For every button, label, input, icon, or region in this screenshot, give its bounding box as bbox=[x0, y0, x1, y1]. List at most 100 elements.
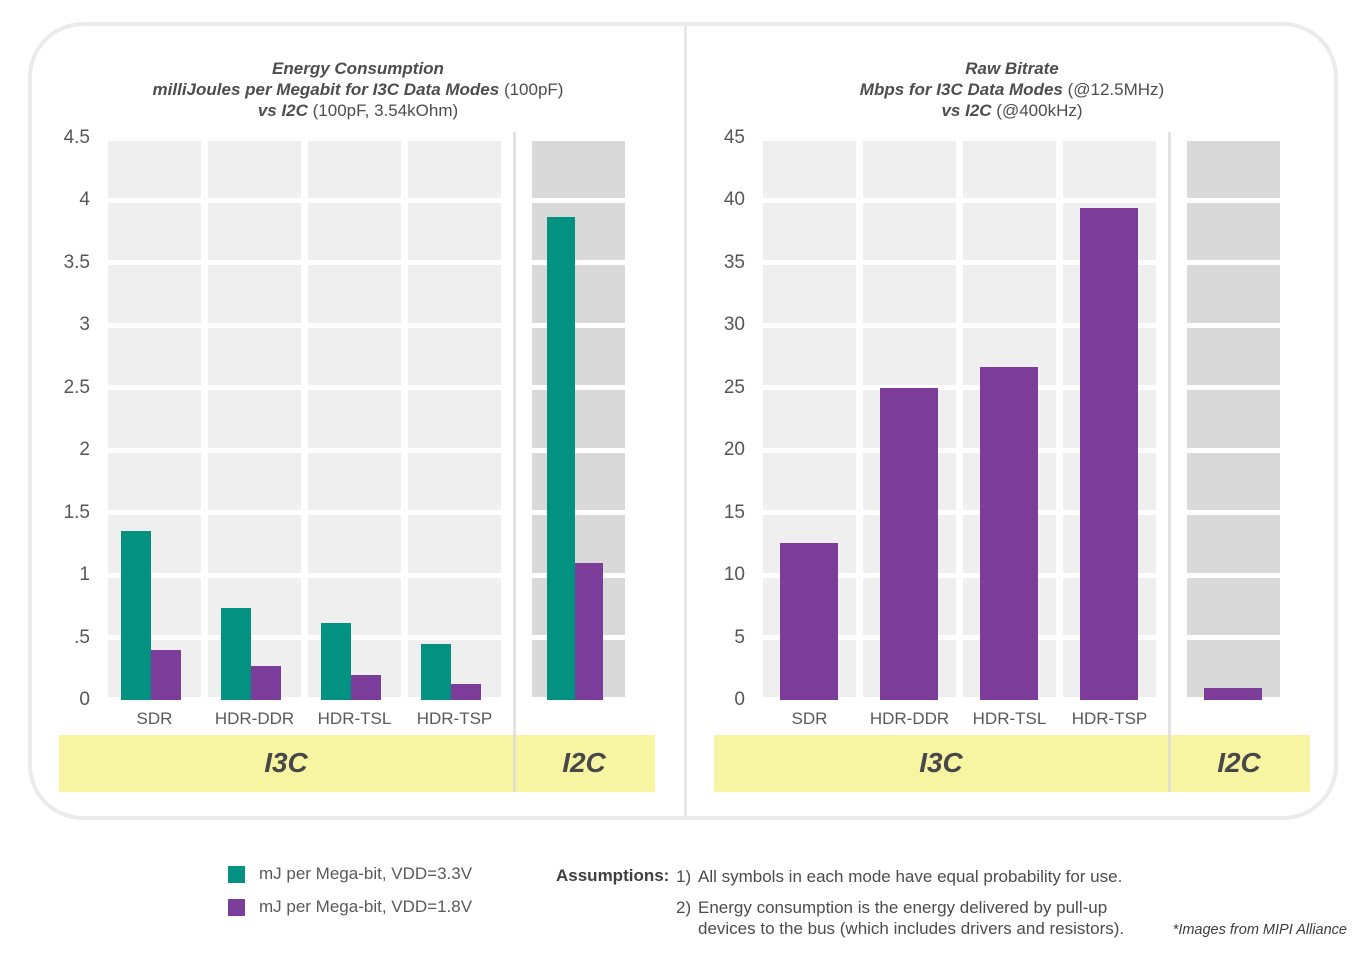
y-axis-tick-35: 35 bbox=[723, 251, 745, 273]
grid-column-hdr-tsp-tile bbox=[408, 577, 501, 636]
bar-i2c-series1 bbox=[1204, 687, 1262, 700]
y-axis-tick-0: 0 bbox=[734, 689, 745, 710]
legend-item-2: mJ per Mega-bit, VDD=1.8V bbox=[228, 897, 472, 917]
y-axis-tick-30: 30 bbox=[723, 314, 745, 336]
energy-consumption-title-line-1: Energy Consumption bbox=[32, 58, 684, 79]
bar-hdr-tsl-series1 bbox=[321, 622, 351, 700]
grid-column-hdr-ddr-tile bbox=[208, 327, 301, 386]
bitrate-chart-panel: Raw Bitrate Mbps for I3C Data Modes (@12.… bbox=[684, 26, 1337, 816]
band-label-i3c: I3C bbox=[919, 747, 963, 778]
grid-column-hdr-tsl-tile bbox=[963, 202, 1056, 261]
title-plain-text: (100pF, 3.54kOhm) bbox=[307, 101, 459, 120]
grid-column-i2c-tile bbox=[532, 327, 625, 386]
assumption-text-1: All symbols in each mode have equal prob… bbox=[698, 867, 1123, 886]
y-axis-tick-3.5: 3.5 bbox=[63, 251, 90, 273]
bar-sdr-series2 bbox=[151, 650, 181, 700]
grid-column-sdr-tile bbox=[763, 265, 856, 323]
title-plain-text: (@400kHz) bbox=[991, 101, 1083, 120]
y-axis-tick-45: 45 bbox=[723, 127, 745, 148]
grid-column-hdr-tsl-tile bbox=[308, 515, 401, 573]
purple-legend-swatch bbox=[228, 898, 245, 916]
assumptions-list: 1) All symbols in each mode have equal pr… bbox=[676, 866, 1153, 939]
assumption-item-1: 1) All symbols in each mode have equal pr… bbox=[676, 866, 1153, 887]
grid-column-sdr-tile bbox=[108, 202, 201, 261]
grid-column-hdr-tsl-tile bbox=[308, 327, 401, 386]
grid-column-i2c-tile bbox=[532, 390, 625, 448]
grid-column-hdr-ddr-tile bbox=[863, 327, 956, 386]
assumption-number-2: 2) bbox=[676, 898, 692, 917]
x-axis-label-sdr: SDR bbox=[791, 709, 828, 728]
energy-consumption-title: Energy Consumption milliJoules per Megabi… bbox=[32, 58, 684, 121]
grid-column-hdr-tsl-tile bbox=[963, 140, 1056, 198]
assumptions-heading: Assumptions: bbox=[556, 866, 670, 885]
grid-column-hdr-tsp-tile bbox=[408, 140, 501, 198]
assumption-item-2: 2) Energy consumption is the energy deliv… bbox=[676, 897, 1153, 939]
y-axis-tick-0: 0 bbox=[79, 689, 90, 710]
bar-sdr-series1 bbox=[121, 531, 151, 700]
image-credit-footnote: *Images from MIPI Alliance bbox=[1172, 922, 1347, 938]
grid-column-i2c-tile bbox=[1187, 327, 1280, 386]
teal-legend-swatch bbox=[228, 865, 245, 883]
y-axis-tick-25: 25 bbox=[723, 376, 745, 398]
grid-column-hdr-ddr-tile bbox=[863, 265, 956, 323]
legend: mJ per Mega-bit, VDD=3.3V mJ per Mega-bit… bbox=[228, 864, 472, 917]
grid-column-i2c-tile bbox=[1187, 515, 1280, 573]
grid-column-hdr-tsp-tile bbox=[408, 327, 501, 386]
y-axis-tick-5: 5 bbox=[734, 626, 745, 648]
y-axis-tick-4: 4 bbox=[79, 189, 90, 211]
bar-sdr-series1 bbox=[780, 542, 838, 700]
grid-column-hdr-tsl-tile bbox=[308, 140, 401, 198]
assumption-number-1: 1) bbox=[676, 867, 692, 886]
raw-bitrate-title: Raw Bitrate Mbps for I3C Data Modes (@12.… bbox=[687, 58, 1337, 121]
grid-column-sdr-tile bbox=[763, 390, 856, 448]
x-axis-label-hdr-tsl: HDR-TSL bbox=[317, 709, 392, 728]
grid-column-i2c-tile bbox=[1187, 265, 1280, 323]
bar-hdr-tsl-series2 bbox=[351, 675, 381, 700]
i3c-i2c-divider bbox=[513, 132, 516, 792]
grid-column-i2c-tile bbox=[532, 140, 625, 198]
x-axis-label-hdr-tsp: HDR-TSP bbox=[416, 709, 493, 728]
title-emphasis-text: Raw Bitrate bbox=[965, 59, 1059, 78]
bar-hdr-tsp-series1 bbox=[1080, 207, 1138, 700]
band-label-i2c: I2C bbox=[1217, 747, 1261, 778]
grid-column-sdr-tile bbox=[108, 327, 201, 386]
i3c-i2c-divider bbox=[1168, 132, 1171, 792]
grid-column-hdr-ddr-tile bbox=[208, 390, 301, 448]
band-label-i2c: I2C bbox=[562, 747, 606, 778]
title-emphasis-text: Mbps for I3C Data Modes bbox=[859, 80, 1063, 99]
title-emphasis-text: Energy Consumption bbox=[272, 59, 444, 78]
title-plain-text: (100pF) bbox=[499, 80, 564, 99]
grid-column-hdr-ddr-tile bbox=[208, 140, 301, 198]
bar-hdr-tsp-series1 bbox=[421, 643, 451, 700]
y-axis-tick-2.5: 2.5 bbox=[63, 376, 90, 398]
grid-column-sdr-tile bbox=[763, 327, 856, 386]
title-emphasis-text: milliJoules per Megabit for I3C Data Mod… bbox=[152, 80, 500, 99]
x-axis-label-hdr-tsp: HDR-TSP bbox=[1071, 709, 1148, 728]
bar-hdr-tsp-series2 bbox=[451, 683, 481, 700]
bar-hdr-ddr-series1 bbox=[221, 607, 251, 700]
charts-card: Energy Consumption milliJoules per Megabi… bbox=[28, 22, 1338, 820]
grid-column-hdr-tsl-tile bbox=[308, 390, 401, 448]
y-axis-tick-.5: .5 bbox=[74, 626, 90, 648]
legend-label-2: mJ per Mega-bit, VDD=1.8V bbox=[259, 897, 473, 916]
grid-column-hdr-tsl-tile bbox=[308, 202, 401, 261]
x-axis-label-hdr-ddr: HDR-DDR bbox=[869, 709, 950, 728]
y-axis-tick-10: 10 bbox=[723, 564, 745, 586]
grid-column-hdr-tsl-tile bbox=[308, 265, 401, 323]
title-emphasis-text: vs I2C bbox=[257, 101, 308, 120]
raw-bitrate-title-line-1: Raw Bitrate bbox=[687, 58, 1337, 79]
energy-consumption-category-band bbox=[59, 735, 655, 792]
assumption-text-2: Energy consumption is the energy deliver… bbox=[698, 898, 1125, 938]
band-label-i3c: I3C bbox=[264, 747, 308, 778]
grid-column-hdr-ddr-tile bbox=[863, 202, 956, 261]
y-axis-tick-2: 2 bbox=[79, 439, 90, 461]
grid-column-i2c-tile bbox=[532, 452, 625, 511]
grid-column-hdr-tsp-tile bbox=[408, 515, 501, 573]
y-axis-tick-3: 3 bbox=[79, 314, 90, 336]
legend-item-1: mJ per Mega-bit, VDD=3.3V bbox=[228, 864, 472, 884]
grid-column-sdr-tile bbox=[108, 452, 201, 511]
grid-column-hdr-ddr-tile bbox=[208, 515, 301, 573]
energy-chart-panel: Energy Consumption milliJoules per Megabi… bbox=[32, 26, 684, 816]
grid-column-hdr-ddr-tile bbox=[208, 265, 301, 323]
bar-i2c-series2 bbox=[575, 562, 603, 700]
